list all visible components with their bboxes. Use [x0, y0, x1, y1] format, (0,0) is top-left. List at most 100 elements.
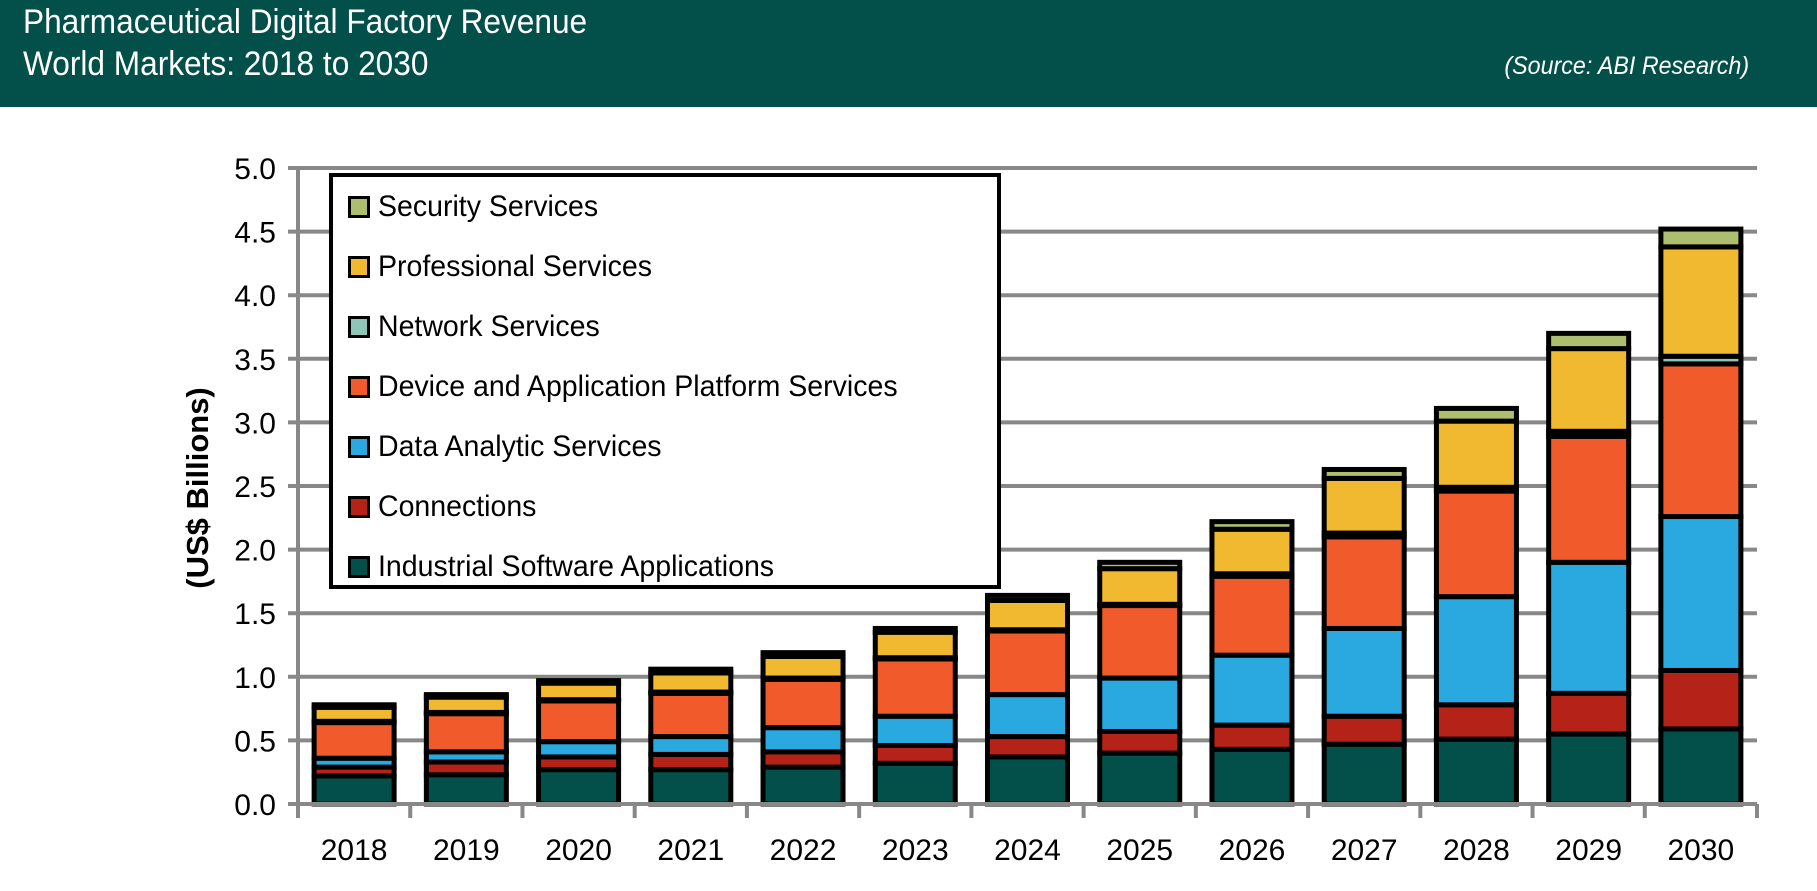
bar-segment: [760, 725, 846, 755]
y-tick-label: 3.0: [234, 407, 276, 440]
x-tick-label: 2020: [545, 834, 612, 867]
bar-segment: [1546, 346, 1632, 434]
bar-segment: [1209, 573, 1295, 658]
source-note: (Source: ABI Research): [1504, 52, 1749, 80]
legend-swatch: [348, 436, 370, 458]
legend-swatch: [348, 376, 370, 398]
x-tick-label: 2019: [433, 834, 500, 867]
x-tick-labels: 2018 2019 2020 2021 2022 2023 2024 2025 2026 2027…: [321, 834, 1735, 867]
chart-title-line2: World Markets: 2018 to 2030: [23, 45, 429, 83]
bar-stack-2019: [423, 692, 509, 807]
x-tick-label: 2018: [321, 834, 388, 867]
bar-stack-2028: [1433, 405, 1519, 807]
y-tick-label: 0.5: [234, 725, 276, 758]
y-tick-label: 4.5: [234, 217, 276, 250]
bar-segment: [1546, 433, 1632, 565]
bar-segment: [1321, 713, 1407, 747]
bar-segment: [760, 650, 846, 659]
bar-segment: [985, 754, 1070, 807]
bar-segment: [1658, 361, 1744, 520]
bar-segment: [1546, 559, 1632, 696]
bar-stack-2029: [1546, 330, 1632, 807]
bar-segment: [1433, 405, 1519, 424]
bar-segment: [1433, 488, 1519, 600]
y-tick-label: 2.0: [234, 535, 276, 568]
bar-segment: [1321, 466, 1407, 481]
y-tick-label: 4.0: [234, 280, 276, 313]
bar-segment: [536, 678, 622, 686]
x-tick-label: 2022: [770, 834, 837, 867]
axes: [288, 168, 1759, 818]
bar-segment: [648, 767, 734, 807]
y-tick-label: 3.5: [234, 344, 276, 377]
bar-segment: [536, 698, 622, 745]
bar-stack-2020: [536, 678, 622, 807]
x-tick-label: 2026: [1219, 834, 1286, 867]
bar-stack-2026: [1209, 519, 1295, 807]
legend-swatch: [348, 556, 370, 578]
legend-item: Connections: [348, 487, 545, 527]
bar-segment: [985, 734, 1070, 760]
bar-segment: [872, 742, 958, 766]
bar-segment: [1658, 667, 1744, 732]
bar-stack-2022: [760, 650, 846, 807]
legend-swatch: [348, 316, 370, 338]
x-tick-label: 2024: [994, 834, 1061, 867]
bar-segment: [1321, 741, 1407, 807]
legend-label: Professional Services: [378, 250, 653, 283]
bar-segment: [1658, 514, 1744, 673]
legend-label: Industrial Software Applications: [378, 550, 775, 583]
bar-segment: [760, 653, 846, 681]
bar-segment: [1433, 594, 1519, 708]
bar-segment: [872, 629, 958, 661]
bar-segment: [985, 597, 1070, 633]
bar-segment: [1321, 625, 1407, 719]
legend-swatch: [348, 496, 370, 518]
x-tick-label: 2027: [1331, 834, 1398, 867]
bar-segment: [1097, 566, 1183, 607]
legend-label: Network Services: [378, 310, 600, 343]
legend-item: Network Services: [348, 307, 611, 347]
bar-stack-2027: [1321, 466, 1407, 807]
legend-item: Device and Application Platform Services: [348, 367, 925, 407]
bar-segment: [1097, 559, 1183, 572]
bar-stack-2021: [648, 666, 734, 807]
bar-stack-2030: [1658, 226, 1744, 807]
legend-item: Data Analytic Services: [348, 427, 676, 467]
legend-label: Security Services: [378, 190, 599, 223]
bar-segment: [985, 628, 1070, 698]
x-tick-label: 2030: [1668, 834, 1735, 867]
y-tick-label: 1.0: [234, 662, 276, 695]
chart-title-line1: Pharmaceutical Digital Factory Revenue: [23, 3, 588, 41]
bar-segment: [872, 760, 958, 807]
legend-swatch: [348, 256, 370, 278]
y-tick-label: 2.5: [234, 471, 276, 504]
bar-segment: [1209, 519, 1295, 532]
legend-label: Connections: [378, 490, 537, 523]
bar-segment: [1433, 702, 1519, 742]
bar-segment: [311, 773, 397, 807]
bar-segment: [1546, 330, 1632, 352]
legend-label: Data Analytic Services: [378, 430, 662, 463]
header-banner: Pharmaceutical Digital Factory Revenue W…: [0, 0, 1817, 107]
bar-segment: [1433, 736, 1519, 807]
bar-segment: [1546, 731, 1632, 807]
bar-stack-2023: [872, 625, 958, 807]
bar-stack-2025: [1097, 559, 1183, 807]
bar-segment: [985, 592, 1070, 603]
bars: [311, 226, 1744, 807]
legend-label: Device and Application Platform Services: [378, 370, 898, 403]
bar-segment: [760, 676, 846, 731]
legend-item: Professional Services: [348, 247, 666, 287]
bar-segment: [423, 711, 509, 755]
bar-segment: [648, 734, 734, 757]
x-tick-label: 2023: [882, 834, 949, 867]
y-tick-labels: 0.0 0.5 1.0 1.5 2.0 2.5 3.0 3.5 4.0 4.5 5.0: [234, 153, 276, 822]
bar-segment: [423, 692, 509, 700]
bar-segment: [872, 656, 958, 719]
bar-segment: [1097, 675, 1183, 734]
bar-segment: [1321, 534, 1407, 631]
bar-segment: [1658, 226, 1744, 250]
bar-segment: [872, 713, 958, 748]
